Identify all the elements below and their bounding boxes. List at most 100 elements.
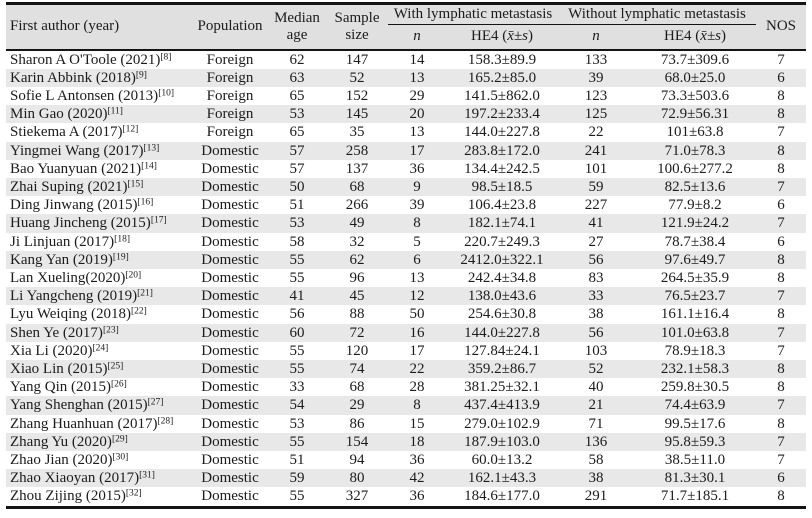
cell-population: Domestic <box>201 488 259 505</box>
author-name: Shen Ye (2017) <box>10 324 103 341</box>
cell-median-age: 55 <box>289 433 305 450</box>
author-name: Yingmei Wang (2017) <box>10 142 144 159</box>
table-header: First author (year) Population Median ag… <box>6 3 807 50</box>
cell-first-author: Zhao Jian (2020)[30] <box>6 451 192 469</box>
cell-without-n: 21 <box>588 397 604 414</box>
cell-median-age: 53 <box>289 106 305 123</box>
table-row: Zhao Jian (2020)[30] Domestic 51 94 36 60.0±1… <box>6 451 806 469</box>
cell-nos: 7 <box>777 215 785 232</box>
cell-sample-size: 74 <box>349 360 365 377</box>
reference-superscript: [25] <box>107 361 124 372</box>
cell-without-n: 38 <box>588 306 604 323</box>
cell-median-age: 53 <box>289 415 305 432</box>
cell-nos: 8 <box>777 251 785 268</box>
cell-nos: 6 <box>777 197 785 214</box>
cell-with-he4: 2412.0±322.1 <box>460 251 544 268</box>
cell-with-n: 5 <box>413 233 421 250</box>
cell-median-age: 51 <box>289 197 305 214</box>
cell-with-n: 8 <box>413 397 421 414</box>
author-name: Xiao Lin (2015) <box>10 360 108 377</box>
cell-without-n: 125 <box>584 106 608 123</box>
cell-without-he4: 101.0±63.8 <box>660 324 730 341</box>
cell-population: Foreign <box>206 51 254 68</box>
cell-with-he4: 98.5±18.5 <box>471 178 533 195</box>
reference-superscript: [9] <box>135 70 147 81</box>
table-row: Lyu Weiqing (2018)[22] Domestic 56 88 50 254.… <box>6 305 806 323</box>
table-row: Kang Yan (2019)[19] Domestic 55 62 6 2412.0±3… <box>6 250 807 269</box>
cell-median-age: 57 <box>289 142 305 159</box>
cell-nos: 8 <box>777 306 785 323</box>
cell-without-n: 59 <box>588 178 604 195</box>
author-name: Sharon A O'Toole (2021) <box>10 51 161 68</box>
cell-nos: 8 <box>777 360 785 377</box>
table-row: Sofie L Antonsen (2013)[10] Foreign 65 152 2… <box>6 87 806 105</box>
cell-first-author: Stiekema A (2017)[12] <box>6 123 192 141</box>
cell-first-author: Yingmei Wang (2017)[13] <box>6 142 192 160</box>
cell-with-n: 14 <box>409 51 425 68</box>
cell-without-n: 56 <box>588 324 604 341</box>
cell-first-author: Xiao Lin (2015)[25] <box>6 360 192 378</box>
cell-without-he4: 78.9±18.3 <box>664 342 726 359</box>
reference-superscript: [29] <box>111 434 128 445</box>
cell-population: Domestic <box>201 306 259 323</box>
cell-median-age: 55 <box>289 269 305 286</box>
cell-with-he4: 242.4±34.8 <box>467 269 537 286</box>
cell-without-he4: 259.8±30.5 <box>660 379 730 396</box>
cell-sample-size: 147 <box>345 51 369 68</box>
cell-median-age: 50 <box>289 178 305 195</box>
cell-with-he4: 106.4±23.8 <box>467 197 537 214</box>
author-name: Stiekema A (2017) <box>10 124 123 141</box>
cell-without-n: 58 <box>588 451 604 468</box>
cell-sample-size: 45 <box>349 288 365 305</box>
cell-with-he4: 144.0±227.8 <box>464 124 540 141</box>
cell-with-n: 36 <box>409 160 425 177</box>
cell-median-age: 58 <box>289 233 305 250</box>
reference-superscript: [13] <box>143 143 160 154</box>
cell-nos: 8 <box>777 142 785 159</box>
cell-first-author: Huang Jincheng (2015)[17] <box>6 214 192 232</box>
cell-without-n: 71 <box>588 415 604 432</box>
cell-population: Foreign <box>206 124 254 141</box>
reference-superscript: [30] <box>112 452 129 463</box>
cell-population: Domestic <box>201 397 259 414</box>
col-header-first-author: First author (year) <box>6 3 192 50</box>
cell-without-he4: 74.4±63.9 <box>664 397 726 414</box>
cell-first-author: Zhang Yu (2020)[29] <box>6 433 192 451</box>
cell-with-n: 28 <box>409 379 425 396</box>
cell-without-n: 52 <box>588 360 604 377</box>
cell-nos: 8 <box>777 87 785 104</box>
cell-first-author: Li Yangcheng (2019)[21] <box>6 287 192 305</box>
cell-first-author: Sharon A O'Toole (2021)[8] <box>6 50 192 69</box>
cell-median-age: 59 <box>289 470 305 487</box>
author-name: Zhang Huanhuan (2017) <box>10 415 158 432</box>
cell-with-n: 17 <box>409 342 425 359</box>
table-row: Yang Shenghan (2015)[27] Domestic 54 29 8 437… <box>6 396 807 415</box>
author-name: Min Gao (2020) <box>10 106 108 123</box>
cell-sample-size: 154 <box>345 433 369 450</box>
col-header-with-n: n <box>388 24 446 50</box>
author-name: Zhou Zijing (2015) <box>10 488 126 505</box>
col-header-population: Population <box>192 3 268 50</box>
cell-population: Domestic <box>201 178 259 195</box>
cell-nos: 8 <box>777 160 785 177</box>
cell-sample-size: 266 <box>345 197 369 214</box>
cell-without-he4: 73.7±309.6 <box>660 51 730 68</box>
author-name: Huang Jincheng (2015) <box>10 215 151 232</box>
reference-superscript: [20] <box>125 270 142 281</box>
reference-superscript: [12] <box>122 124 139 135</box>
cell-with-he4: 162.1±43.3 <box>467 470 537 487</box>
author-name: Zhai Suping (2021) <box>10 178 128 195</box>
cell-first-author: Kang Yan (2019)[19] <box>6 251 192 269</box>
cell-with-n: 13 <box>409 269 425 286</box>
mean-sd-symbol: x̄±s <box>507 28 528 45</box>
reference-superscript: [24] <box>92 343 109 354</box>
cell-sample-size: 88 <box>349 306 365 323</box>
cell-with-he4: 279.0±102.9 <box>464 415 540 432</box>
cell-nos: 6 <box>777 470 785 487</box>
cell-with-he4: 141.5±862.0 <box>464 87 540 104</box>
cell-with-he4: 437.4±413.9 <box>464 397 540 414</box>
table-row: Zhai Suping (2021)[15] Domestic 50 68 9 98.5±… <box>6 177 807 197</box>
cell-without-he4: 97.6±49.7 <box>664 251 726 268</box>
author-name: Yang Shenghan (2015) <box>10 397 148 414</box>
cell-with-he4: 184.6±177.0 <box>464 488 540 505</box>
